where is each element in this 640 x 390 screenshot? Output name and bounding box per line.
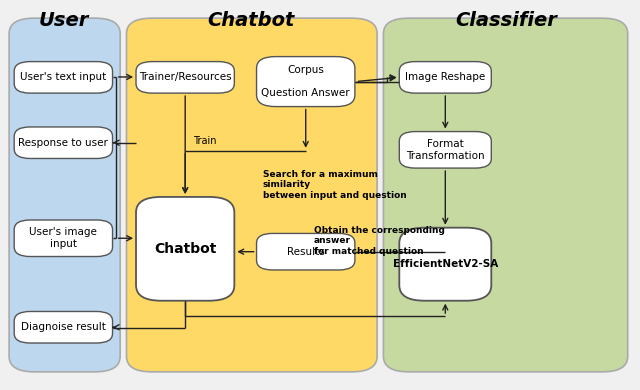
Text: Chatbot: Chatbot xyxy=(208,11,295,30)
Text: Classifier: Classifier xyxy=(455,11,557,30)
FancyBboxPatch shape xyxy=(257,234,355,270)
Text: Trainer/Resources: Trainer/Resources xyxy=(139,73,232,82)
FancyBboxPatch shape xyxy=(257,57,355,106)
FancyBboxPatch shape xyxy=(399,131,492,168)
Text: User's image
input: User's image input xyxy=(29,227,97,249)
Text: User's text input: User's text input xyxy=(20,73,106,82)
FancyBboxPatch shape xyxy=(136,62,234,93)
Text: Image Reshape: Image Reshape xyxy=(405,73,485,82)
FancyBboxPatch shape xyxy=(14,127,113,158)
Text: Obtain the corresponding
answer
for matched question: Obtain the corresponding answer for matc… xyxy=(314,226,445,255)
Text: Corpus

Question Answer: Corpus Question Answer xyxy=(261,65,350,98)
FancyBboxPatch shape xyxy=(136,197,234,301)
Text: Train: Train xyxy=(193,136,216,146)
Text: Search for a maximum
similarity
between input and question: Search for a maximum similarity between … xyxy=(263,170,406,200)
FancyBboxPatch shape xyxy=(14,312,113,343)
FancyBboxPatch shape xyxy=(14,62,113,93)
Text: User: User xyxy=(39,11,90,30)
FancyBboxPatch shape xyxy=(399,228,492,301)
Text: Diagnoise result: Diagnoise result xyxy=(21,322,106,332)
FancyBboxPatch shape xyxy=(9,18,120,372)
Text: Format
Transformation: Format Transformation xyxy=(406,139,484,161)
Text: EfficientNetV2-SA: EfficientNetV2-SA xyxy=(393,259,498,269)
FancyBboxPatch shape xyxy=(383,18,628,372)
Text: Results: Results xyxy=(287,247,324,257)
Text: Chatbot: Chatbot xyxy=(154,242,216,256)
FancyBboxPatch shape xyxy=(399,62,492,93)
FancyBboxPatch shape xyxy=(127,18,377,372)
Text: Response to user: Response to user xyxy=(19,138,108,148)
FancyBboxPatch shape xyxy=(14,220,113,257)
